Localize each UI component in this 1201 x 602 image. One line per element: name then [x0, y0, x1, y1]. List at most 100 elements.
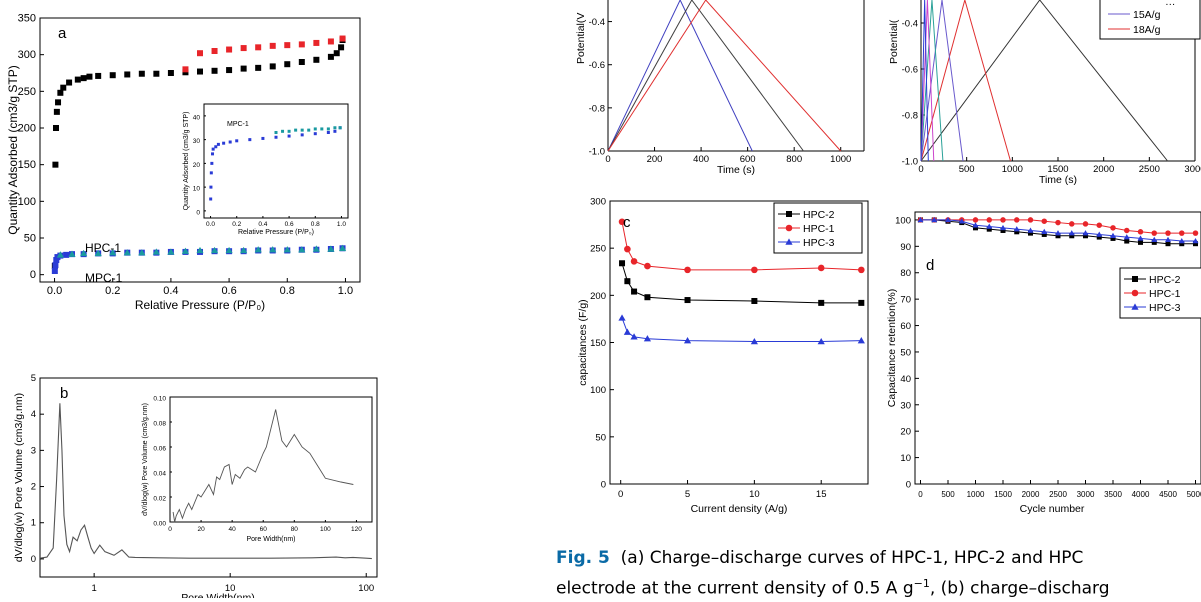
- inset-data-point: [209, 197, 213, 201]
- chart-c_top: -0.4 -0.6 -0.8 -1.00 200 400 600 800 1000 Time (s…: [575, 0, 865, 176]
- inset-y-axis-label: Quantity Adsorbed (cm3/g STP): [183, 112, 190, 211]
- chart-a-inset: 0 10 20 30 40 0.0 0.2 0.4 0.6 0.8 1.0 MPC-1 Relative…: [183, 103, 349, 236]
- data-point: [1165, 236, 1171, 242]
- x-axis-label: Pore Width(nm): [181, 592, 255, 598]
- inset-data-point: [211, 147, 215, 151]
- data-point: [68, 250, 76, 257]
- data-point: [57, 89, 64, 96]
- legend-label: HPC-2: [1149, 274, 1181, 286]
- data-point: [313, 56, 320, 63]
- inset-data-point: [287, 129, 291, 133]
- inset-data-point: [216, 142, 220, 146]
- data-point: [1165, 241, 1171, 247]
- data-point: [1178, 238, 1185, 244]
- inset-data-point: [294, 128, 298, 132]
- x-tick-label: 0: [918, 164, 923, 175]
- data-point: [284, 61, 291, 68]
- data-point: [1013, 226, 1020, 232]
- panel-label: d: [926, 257, 934, 274]
- x-tick-label: 600: [740, 154, 756, 165]
- data-point: [1000, 224, 1006, 231]
- x-tick-label: 4000: [1132, 490, 1150, 499]
- data-point: [643, 335, 652, 342]
- data-point: [1000, 227, 1006, 233]
- inset-data-point: [313, 127, 317, 131]
- data-point: [1124, 238, 1130, 244]
- x-tick-label: 5000: [1187, 490, 1201, 499]
- y-tick-label: 100: [590, 385, 606, 396]
- x-tick-label: 0: [168, 526, 172, 533]
- data-point: [55, 99, 62, 106]
- y-tick-label: 300: [18, 49, 36, 61]
- data-point: [1151, 236, 1158, 242]
- data-point: [751, 297, 758, 304]
- caption-line-1: Fig. 5 (a) Charge–discharge curves of HP…: [556, 546, 1201, 571]
- inset-data-point: [222, 141, 226, 145]
- inset-series-label: MPC-1: [227, 121, 249, 128]
- series-line: [920, 0, 944, 162]
- y-axis-label: Capacitance retention(%): [886, 289, 898, 407]
- inset-data-point: [209, 171, 213, 175]
- annotation-mpc1: MPC-1: [85, 271, 123, 285]
- data-point: [684, 266, 691, 274]
- data-point: [240, 246, 248, 254]
- data-point: [1179, 241, 1185, 247]
- data-point: [684, 297, 691, 304]
- series-line: [920, 0, 1011, 162]
- data-point: [339, 35, 346, 42]
- series-line: [621, 317, 862, 343]
- y-tick-label: 2: [31, 482, 36, 493]
- y-tick-label: 250: [590, 244, 606, 255]
- data-point: [1027, 217, 1034, 223]
- data-point: [1179, 230, 1185, 236]
- x-tick-label: 1500: [1047, 164, 1068, 175]
- x-axis-label: Time (s): [717, 164, 755, 176]
- series-line: [920, 0, 964, 162]
- data-point: [618, 218, 626, 226]
- data-point: [857, 337, 865, 344]
- data-point: [1069, 221, 1075, 227]
- data-point: [1138, 239, 1143, 245]
- plot-frame: [39, 377, 378, 578]
- data-point: [312, 245, 320, 252]
- data-point: [298, 41, 305, 48]
- y-tick-label: 60: [900, 321, 911, 332]
- data-point: [1041, 228, 1048, 235]
- inset-x-axis-label: Relative Pressure (P/P₀): [238, 229, 314, 236]
- data-point: [630, 258, 638, 265]
- data-point: [972, 222, 979, 228]
- y-tick-label: 200: [590, 291, 606, 302]
- x-tick-label: 5: [685, 489, 690, 500]
- y-tick-label: 0: [31, 554, 36, 565]
- caption-text-2b: , (b) charge–discharg: [929, 578, 1110, 599]
- legend-label: HPC-1: [803, 223, 835, 235]
- inset-data-point: [235, 139, 239, 143]
- data-point: [225, 246, 233, 254]
- y-tick-label: 150: [590, 338, 606, 349]
- y-tick-label: -0.8: [902, 111, 918, 122]
- legend-label: HPC-3: [803, 237, 835, 249]
- x-tick-label: 0.4: [163, 285, 178, 297]
- y-tick-label: 50: [900, 347, 911, 358]
- inset-data-point: [300, 133, 304, 137]
- data-point: [1137, 229, 1144, 235]
- y-axis-label: dV/dlog(w) Pore Volume (cm3/g.nm): [13, 393, 25, 562]
- data-point: [1082, 230, 1089, 236]
- data-point: [240, 45, 247, 52]
- data-point: [240, 65, 247, 72]
- data-point: [1123, 234, 1130, 240]
- inset-data-point: [333, 129, 337, 133]
- data-point: [630, 333, 638, 340]
- y-axis-label: Quantity Adsorbed (cm3/g STP): [6, 65, 20, 234]
- data-point: [644, 294, 651, 301]
- data-point: [211, 67, 218, 74]
- y-tick-label: 150: [18, 159, 36, 171]
- y-tick-label: 10: [900, 453, 911, 464]
- legend-label: HPC-2: [803, 209, 835, 221]
- data-point: [1124, 227, 1130, 234]
- legend-marker: [785, 224, 793, 232]
- inset-x-axis-label: Pore Width(nm): [246, 536, 295, 543]
- x-tick-label: 3000: [1184, 164, 1201, 175]
